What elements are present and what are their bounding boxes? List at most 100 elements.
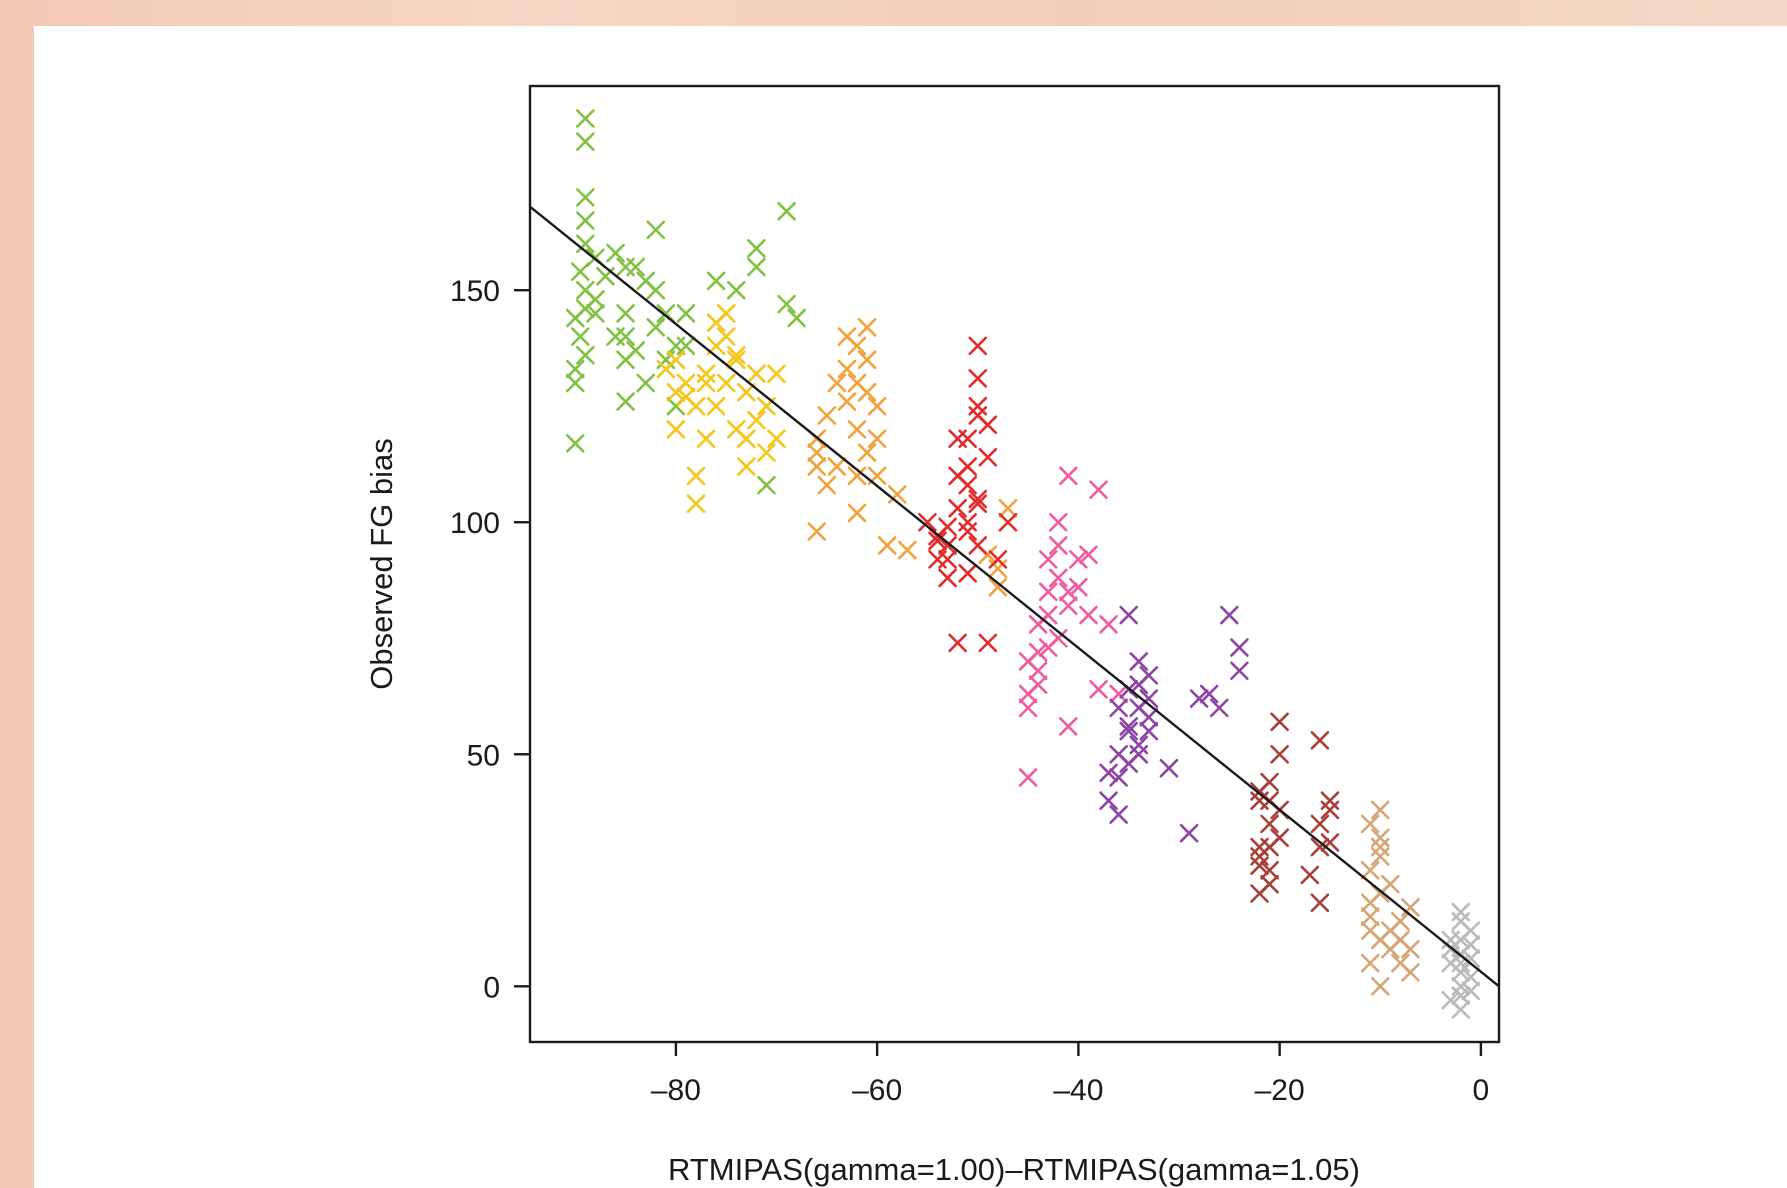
data-point <box>968 406 988 425</box>
data-point <box>1109 805 1128 824</box>
y-tick-label: 100 <box>450 507 500 540</box>
data-point <box>1079 545 1098 565</box>
data-point <box>1360 860 1380 880</box>
data-point <box>1401 898 1420 917</box>
data-point <box>1119 717 1139 736</box>
data-point <box>958 522 978 541</box>
data-point <box>706 313 726 332</box>
y-axis-title: Observed FG bias <box>364 438 399 690</box>
data-point <box>807 457 827 476</box>
data-point <box>817 406 837 425</box>
data-point <box>696 364 716 384</box>
y-tick-label: 150 <box>450 275 500 308</box>
data-point <box>1370 800 1390 820</box>
data-point <box>988 559 1008 578</box>
data-point <box>1048 628 1068 648</box>
data-point <box>827 457 847 476</box>
data-point <box>847 466 867 486</box>
data-point <box>918 512 937 532</box>
data-point <box>1391 912 1410 931</box>
data-point <box>1048 512 1068 532</box>
data-point <box>1370 837 1390 857</box>
data-point <box>1461 967 1481 987</box>
data-point <box>1109 684 1128 704</box>
data-point <box>837 359 857 379</box>
data-point <box>1018 768 1038 787</box>
data-point <box>1048 568 1068 588</box>
data-point <box>1461 921 1481 940</box>
y-tick-label: 50 <box>467 739 500 772</box>
data-point <box>898 540 917 560</box>
data-point <box>726 280 746 300</box>
data-point <box>726 350 746 370</box>
data-point <box>827 373 847 393</box>
data-point <box>938 568 957 588</box>
regression-line <box>529 205 1500 988</box>
data-point <box>857 443 877 462</box>
data-point <box>1370 847 1390 866</box>
data-point <box>938 517 957 537</box>
data-point <box>747 257 766 277</box>
data-point <box>1360 893 1380 913</box>
data-point <box>1360 953 1380 973</box>
plot-area-border <box>528 84 1501 1044</box>
data-point <box>565 359 585 379</box>
data-point <box>968 489 988 509</box>
data-point <box>606 327 625 346</box>
data-point <box>576 109 595 128</box>
data-point <box>988 577 1008 597</box>
data-point <box>1461 981 1481 1001</box>
x-tick-label: 0 <box>1473 1074 1490 1107</box>
data-point <box>1109 768 1128 787</box>
data-point <box>686 494 706 513</box>
data-point <box>1059 466 1078 486</box>
data-point <box>696 429 716 448</box>
data-point <box>928 550 947 569</box>
data-point <box>1099 791 1118 810</box>
data-point <box>807 443 827 462</box>
data-point <box>958 512 978 532</box>
data-point <box>847 420 867 439</box>
data-point <box>616 304 635 323</box>
data-point <box>998 512 1018 532</box>
data-point <box>787 308 806 328</box>
data-point <box>626 257 645 277</box>
data-point <box>777 202 796 221</box>
data-point <box>968 369 988 388</box>
data-point <box>938 536 957 555</box>
data-point <box>1129 735 1149 755</box>
data-point <box>1038 550 1058 569</box>
data-point <box>1310 837 1330 857</box>
chart-marks <box>565 109 1481 1019</box>
data-point <box>1260 837 1279 857</box>
data-point <box>1381 874 1400 894</box>
data-point <box>1069 577 1088 597</box>
data-point <box>1079 605 1098 625</box>
data-point <box>1059 717 1078 736</box>
data-point <box>706 396 726 416</box>
data-point <box>948 633 967 653</box>
y-axis: 0 50 100 150 <box>450 275 530 1004</box>
data-point <box>1069 550 1088 569</box>
data-point <box>737 429 756 448</box>
data-point <box>1189 689 1209 708</box>
x-tick-label: –80 <box>651 1074 701 1107</box>
data-point <box>576 280 595 300</box>
data-point <box>737 382 756 402</box>
data-point <box>1250 856 1269 875</box>
data-point <box>958 475 978 495</box>
data-point <box>706 271 726 291</box>
data-point <box>1260 874 1279 894</box>
data-point <box>686 466 706 486</box>
data-point <box>1441 930 1461 950</box>
data-point <box>576 345 595 365</box>
data-point <box>988 550 1008 569</box>
data-point <box>1119 605 1139 625</box>
data-point <box>877 536 897 555</box>
data-point <box>1139 707 1159 727</box>
data-point <box>1230 661 1249 681</box>
data-point <box>676 387 696 407</box>
data-point <box>968 336 988 356</box>
data-point <box>1099 615 1118 634</box>
data-point <box>1381 939 1400 959</box>
